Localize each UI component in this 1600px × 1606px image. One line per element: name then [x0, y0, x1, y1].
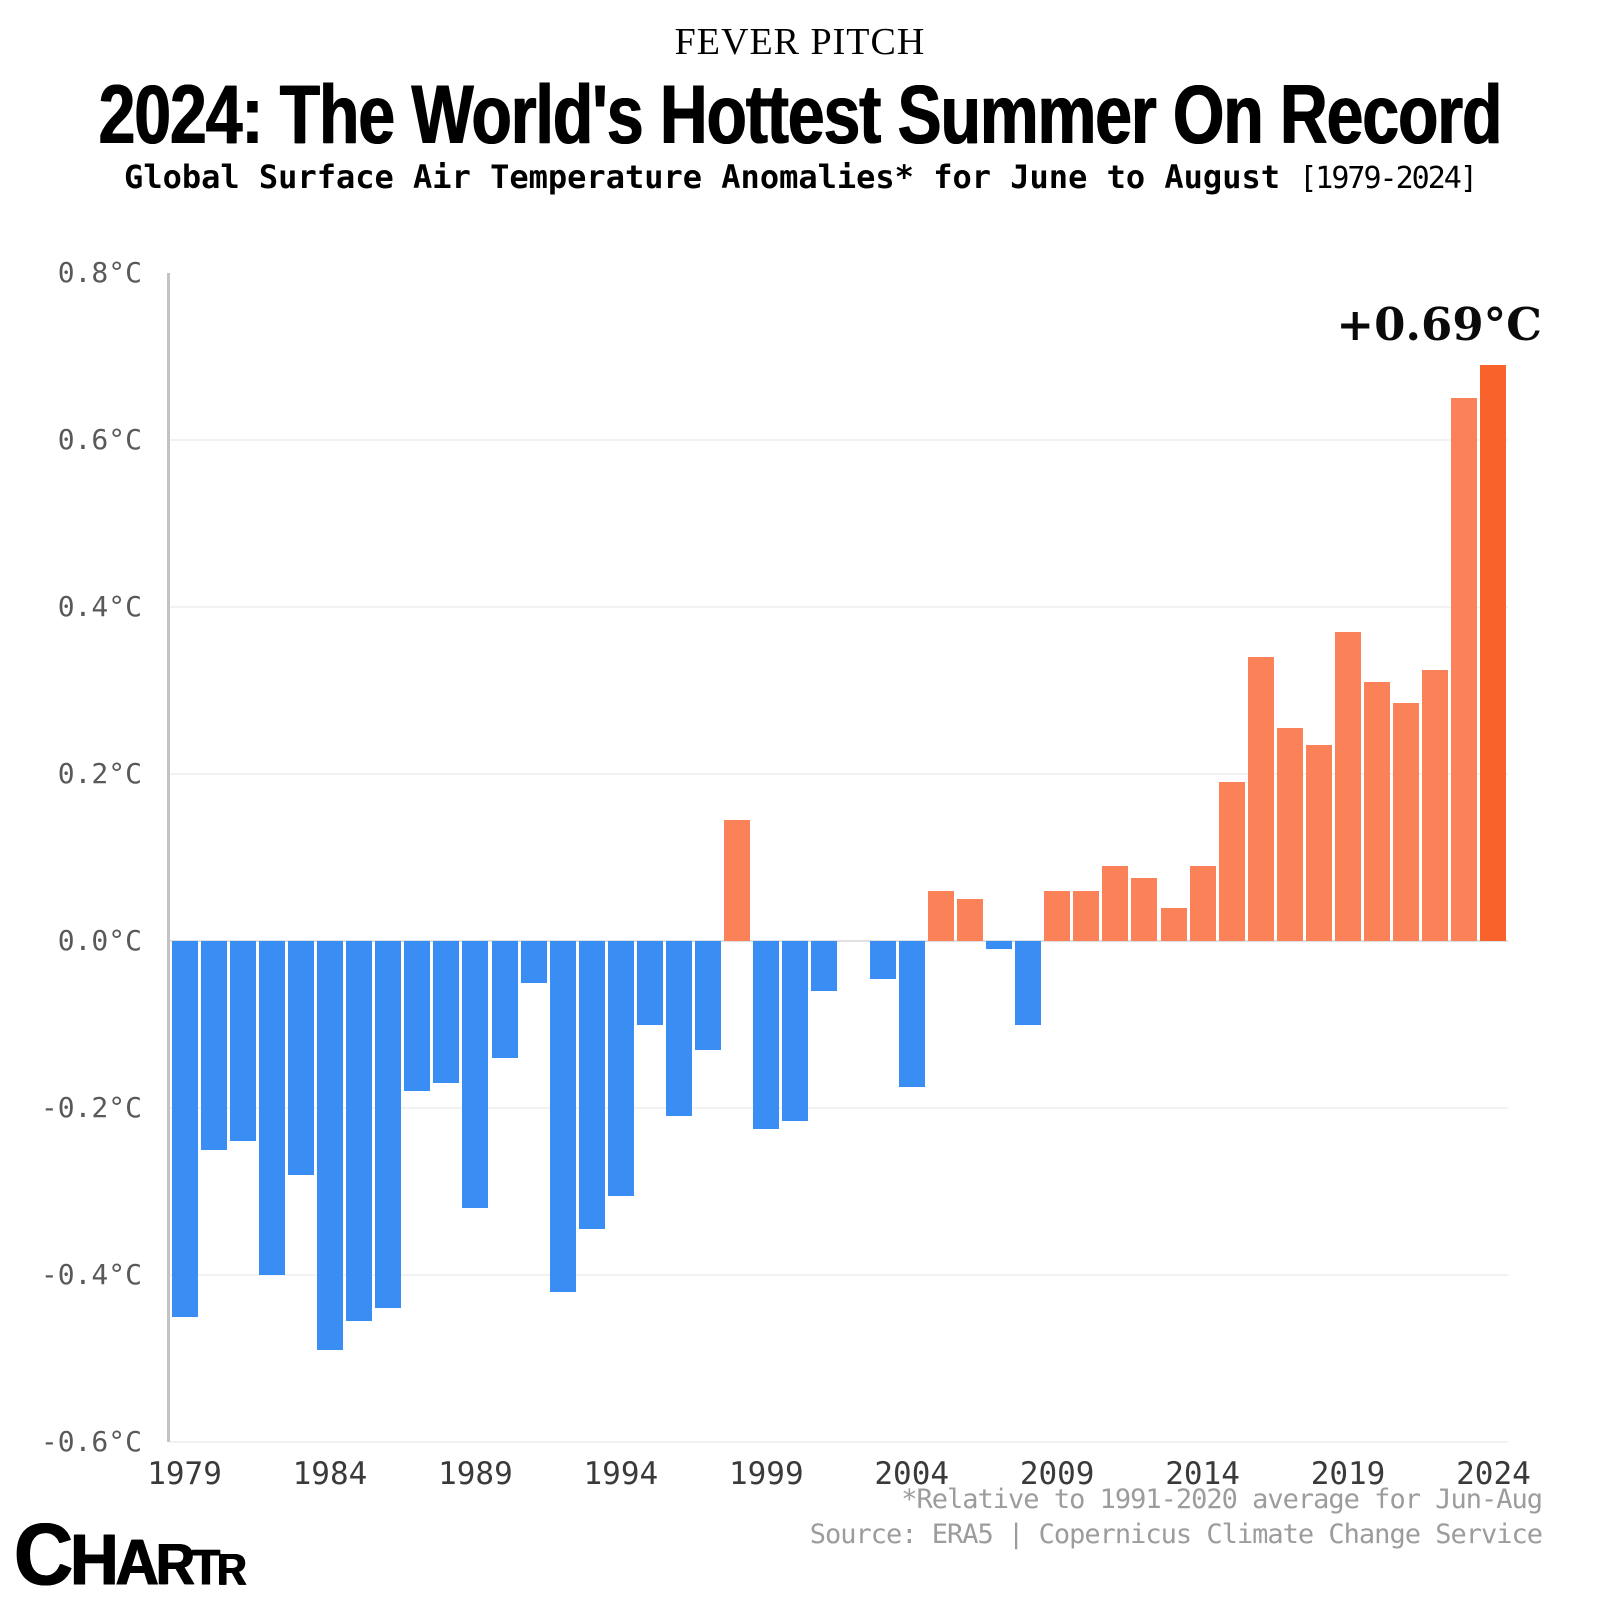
- bar-2019: [1335, 632, 1362, 941]
- bar-1996: [666, 941, 693, 1117]
- bar-2010: [1073, 890, 1100, 941]
- y-tick-0.2°C: 0.2°C: [57, 757, 142, 790]
- bar-1981: [229, 941, 256, 1142]
- x-tick-1979: 1979: [147, 1456, 222, 1492]
- bar-1999: [753, 941, 780, 1129]
- x-tick-1999: 1999: [728, 1456, 804, 1492]
- y-tick-0.4°C: 0.4°C: [57, 590, 142, 623]
- bar-1995: [636, 941, 663, 1025]
- logo-letter-h1: H: [70, 1519, 118, 1601]
- bar-2014: [1189, 865, 1216, 941]
- logo-letter-r3: R: [155, 1532, 195, 1598]
- gridline: [170, 439, 1508, 441]
- bar-2015: [1218, 782, 1245, 941]
- bar-2005: [927, 890, 954, 941]
- peak-value-annotation: +0.69°C: [1336, 298, 1542, 351]
- bar-1984: [316, 941, 343, 1351]
- footnote-text: *Relative to 1991-2020 average for Jun-A…: [901, 1484, 1543, 1515]
- x-tick-1994: 1994: [583, 1456, 659, 1492]
- y-tick-0.0°C: 0.0°C: [57, 924, 142, 957]
- y-axis-spine: [167, 273, 170, 1442]
- gridline: [170, 1274, 1508, 1276]
- bar-2004: [898, 941, 925, 1088]
- bar-1989: [462, 941, 489, 1209]
- bar-2020: [1364, 682, 1391, 941]
- gridline: [170, 773, 1508, 775]
- chart-subtitle: Global Surface Air Temperature Anomalies…: [0, 158, 1600, 196]
- logo-letter-t4: T: [191, 1539, 220, 1596]
- bar-1994: [607, 941, 634, 1196]
- gridline: [170, 1441, 1508, 1443]
- bar-2007: [985, 941, 1012, 950]
- subtitle-main: Global Surface Air Temperature Anomalies…: [124, 158, 1280, 196]
- bar-2001: [811, 941, 838, 992]
- x-tick-2004: 2004: [874, 1456, 950, 1492]
- bar-2016: [1247, 657, 1274, 941]
- source-text: Source: ERA5 | Copernicus Climate Change…: [809, 1519, 1543, 1550]
- kicker-title: FEVER PITCH: [674, 21, 926, 63]
- y-tick-0.6°C: 0.6°C: [57, 423, 142, 456]
- logo-letter-r5: R: [217, 1544, 247, 1595]
- bar-2009: [1044, 890, 1071, 941]
- bar-2006: [956, 899, 983, 941]
- bar-2013: [1160, 907, 1187, 941]
- x-tick-1989: 1989: [438, 1456, 513, 1492]
- bar-1990: [491, 941, 518, 1058]
- bar-1988: [433, 941, 460, 1083]
- bar-1998: [724, 819, 751, 941]
- x-tick-2014: 2014: [1165, 1456, 1240, 1492]
- bar-2022: [1422, 669, 1449, 941]
- bar-1979: [171, 941, 198, 1317]
- bar-2012: [1131, 878, 1158, 941]
- bar-1986: [375, 941, 402, 1309]
- x-tick-2019: 2019: [1310, 1456, 1386, 1492]
- bar-2017: [1276, 728, 1303, 941]
- bar-2011: [1102, 865, 1129, 941]
- bar-2003: [869, 941, 896, 979]
- bar-1982: [258, 941, 285, 1275]
- bar-2000: [782, 941, 809, 1121]
- y-tick--0.4°C: -0.4°C: [40, 1258, 142, 1291]
- bar-1987: [404, 941, 431, 1092]
- bar-1997: [695, 941, 722, 1050]
- y-tick-0.8°C: 0.8°C: [57, 256, 142, 289]
- bar-2024: [1480, 364, 1507, 941]
- x-tick-2009: 2009: [1019, 1456, 1095, 1492]
- bar-1992: [549, 941, 576, 1292]
- page-title: 2024: The World's Hottest Summer On Reco…: [98, 67, 1503, 161]
- bar-1991: [520, 941, 547, 983]
- bar-1985: [346, 941, 373, 1321]
- logo-letter-c0: C: [14, 1505, 73, 1604]
- logo-letter-a2: A: [115, 1526, 159, 1599]
- bar-2021: [1393, 703, 1420, 941]
- bar-2023: [1451, 398, 1478, 941]
- chartr-logo: CHARTR: [14, 1504, 247, 1606]
- zero-baseline: [170, 940, 1508, 942]
- subtitle-range: [1979-2024]: [1299, 161, 1478, 196]
- x-tick-1984: 1984: [292, 1456, 368, 1492]
- plot-area: [167, 273, 1508, 1443]
- gridline: [170, 1107, 1508, 1109]
- y-tick--0.2°C: -0.2°C: [40, 1091, 142, 1124]
- x-tick-2024: 2024: [1456, 1456, 1531, 1492]
- gridline: [170, 606, 1508, 608]
- bar-1983: [287, 941, 314, 1175]
- bar-2008: [1015, 941, 1042, 1025]
- y-tick--0.6°C: -0.6°C: [40, 1425, 142, 1458]
- bar-2018: [1305, 744, 1332, 941]
- bar-1993: [578, 941, 605, 1230]
- bar-1980: [200, 941, 227, 1150]
